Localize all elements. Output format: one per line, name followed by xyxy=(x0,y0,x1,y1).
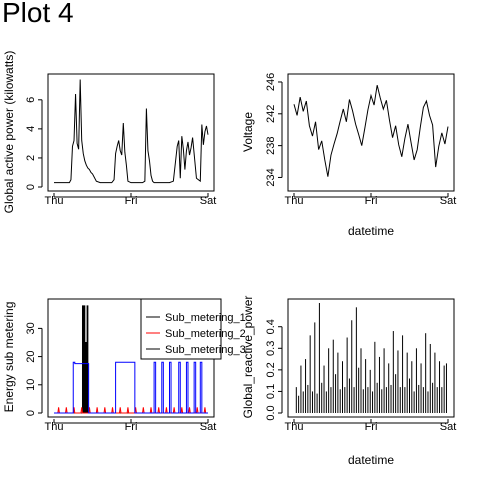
y-tick-label: 10 xyxy=(25,379,37,391)
legend: Sub_metering_1 Sub_metering_2 Sub_meteri… xyxy=(140,298,246,360)
y-tick-label: 0.3 xyxy=(265,341,277,356)
y-tick-label: 0.0 xyxy=(265,405,277,420)
legend-label-2: Sub_metering_2 xyxy=(165,328,246,340)
y-axis-label: Energy sub metering xyxy=(2,302,16,413)
x-tick-label: Thu xyxy=(45,195,64,207)
x-tick-label: Fri xyxy=(365,421,378,433)
series-group xyxy=(293,85,449,177)
y-axis: 0 2 4 6 xyxy=(25,97,43,190)
x-tick-label: Fri xyxy=(125,195,138,207)
y-tick-label: 242 xyxy=(265,105,277,123)
y-tick-label: 4 xyxy=(25,126,37,132)
x-tick-label: Thu xyxy=(285,195,304,207)
y-tick-label: 30 xyxy=(25,322,37,334)
series-group xyxy=(54,79,209,184)
series-line-3 xyxy=(54,361,208,414)
x-tick-label: Fri xyxy=(365,195,378,207)
y-axis: 234 238 242 246 xyxy=(265,73,283,187)
y-tick-label: 238 xyxy=(265,136,277,154)
chart-voltage: Thu Fri Sat 234 238 242 246 Voltage datetime xyxy=(241,73,456,238)
y-axis-label: Global_reactive_power xyxy=(241,296,255,419)
x-axis: Thu Fri Sat xyxy=(45,419,217,433)
x-tick-label: Thu xyxy=(285,421,304,433)
y-tick-label: 6 xyxy=(25,97,37,103)
y-tick-label: 0.1 xyxy=(265,384,277,399)
y-tick-label: 0 xyxy=(25,410,37,416)
legend-label-3: Sub_metering_3 xyxy=(165,344,246,356)
x-axis-label: datetime xyxy=(348,224,394,238)
chart-global-reactive-power: Thu Fri Sat 0.0 0.1 0.2 0.3 0.4 Global_reactiv… xyxy=(241,296,456,467)
x-tick-label: Fri xyxy=(125,421,138,433)
x-axis-label: datetime xyxy=(348,453,394,467)
series-line-1 xyxy=(293,85,449,177)
x-tick-label: Sat xyxy=(200,421,217,433)
y-tick-label: 246 xyxy=(265,73,277,91)
chart-global-active-power: Thu Fri Sat 0 2 4 6 Global active power (kilo… xyxy=(2,51,216,214)
series-line-1 xyxy=(54,79,209,184)
series-line-2 xyxy=(54,407,208,414)
series-group xyxy=(54,305,208,414)
y-tick-label: 2 xyxy=(25,155,37,161)
x-tick-label: Sat xyxy=(440,195,457,207)
plot-frame xyxy=(47,73,215,192)
y-axis-label: Voltage xyxy=(241,112,255,152)
y-tick-label: 20 xyxy=(25,350,37,362)
legend-label-1: Sub_metering_1 xyxy=(165,312,246,324)
y-axis: 0 10 20 30 xyxy=(25,322,43,416)
x-axis: Thu Fri Sat xyxy=(285,193,457,207)
y-tick-label: 0.4 xyxy=(265,319,277,334)
chart-energy-sub-metering: Thu Fri Sat 0 10 20 30 Energy sub metering Su… xyxy=(2,298,246,433)
y-axis: 0.0 0.1 0.2 0.3 0.4 xyxy=(265,319,283,421)
plot-frame xyxy=(287,73,455,192)
x-axis: Thu Fri Sat xyxy=(285,419,457,433)
page-title: Plot 4 xyxy=(2,0,74,28)
x-tick-label: Sat xyxy=(440,421,457,433)
y-tick-label: 234 xyxy=(265,168,277,186)
x-axis: Thu Fri Sat xyxy=(45,193,217,207)
series-group xyxy=(295,303,447,413)
y-tick-label: 0.2 xyxy=(265,362,277,377)
x-tick-label: Thu xyxy=(45,421,64,433)
y-tick-label: 0 xyxy=(25,184,37,190)
plot-frame xyxy=(287,298,455,418)
x-tick-label: Sat xyxy=(200,195,217,207)
y-axis-label: Global active power (kilowatts) xyxy=(2,51,16,214)
